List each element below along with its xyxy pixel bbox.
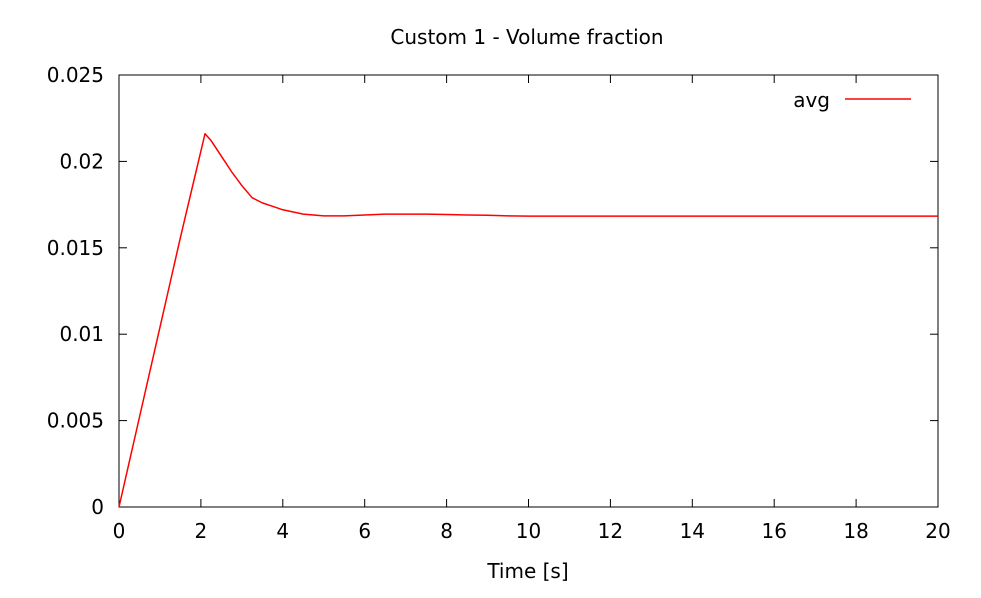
x-tick-label: 2 (195, 519, 208, 543)
y-tick-label: 0 (91, 495, 104, 519)
x-tick-label: 18 (843, 519, 868, 543)
y-tick-label: 0.01 (59, 322, 104, 346)
x-tick-label: 12 (598, 519, 623, 543)
chart-title: Custom 1 - Volume fraction (390, 25, 663, 49)
x-tick-label: 10 (516, 519, 541, 543)
legend-label-avg: avg (793, 88, 830, 112)
legend: avg (793, 88, 911, 112)
y-tick-label: 0.025 (47, 63, 104, 87)
y-tick-label: 0.015 (47, 236, 104, 260)
axes (118, 74, 939, 508)
plot-frame (118, 74, 939, 508)
x-tick-label: 16 (761, 519, 786, 543)
series-lines (118, 133, 938, 508)
x-tick-label: 4 (276, 519, 289, 543)
y-tick-label: 0.005 (47, 409, 104, 433)
x-tick-labels: 0 2 4 6 8 10 12 14 16 18 20 (113, 519, 951, 543)
x-tick-label: 0 (113, 519, 126, 543)
x-tick-label: 20 (925, 519, 950, 543)
tick-marks (118, 74, 939, 508)
x-axis-label: Time [s] (486, 559, 568, 583)
x-tick-label: 6 (358, 519, 371, 543)
y-tick-label: 0.02 (59, 149, 104, 173)
series-line-avg (118, 133, 938, 508)
x-tick-label: 8 (440, 519, 453, 543)
y-tick-labels: 0 0.005 0.01 0.015 0.02 0.025 (47, 63, 104, 519)
x-tick-label: 14 (680, 519, 705, 543)
